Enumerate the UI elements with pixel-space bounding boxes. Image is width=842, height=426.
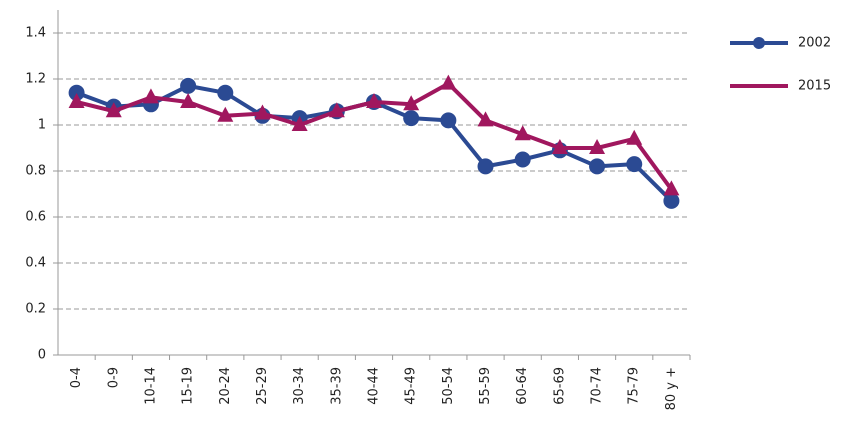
legend-label: 2002 [798,36,831,51]
data-point [551,139,568,154]
data-point [180,93,197,108]
x-tick-label: 55-59 [478,367,493,405]
y-tick-label: 1.2 [25,72,46,87]
data-point [663,180,680,196]
data-point [217,106,234,122]
data-point [440,74,457,90]
x-tick-label: 0-4 [69,367,84,388]
data-point [477,158,494,175]
data-point [589,139,606,154]
data-point [291,116,308,131]
data-point [440,112,457,129]
x-tick-label: 70-74 [590,367,605,405]
x-tick-label: 30-34 [292,367,307,405]
x-tick-label: 75-79 [627,367,642,405]
data-point [403,95,420,111]
data-point [663,192,680,209]
x-tick-label: 50-54 [441,367,456,405]
data-point [403,110,420,127]
x-tick-label: 65-69 [552,367,567,405]
y-tick-label: 0.4 [25,256,46,271]
x-tick-label: 80 y + [664,367,679,410]
x-tick-label: 35-39 [329,367,344,405]
data-point [366,93,382,108]
y-tick-label: 0 [38,348,46,363]
y-tick-label: 1 [38,118,46,133]
data-point [514,125,531,141]
data-point [254,104,271,120]
y-tick-label: 0.8 [25,164,46,179]
x-tick-label: 10-14 [143,367,158,405]
x-tick-label: 0-9 [106,367,121,388]
x-tick-label: 45-49 [404,367,419,405]
x-tick-label: 15-19 [181,367,196,405]
data-point [142,88,159,104]
data-point [477,111,494,127]
legend-marker [753,37,765,49]
x-tick-label: 25-29 [255,367,270,405]
y-tick-label: 1.4 [25,26,46,41]
y-tick-label: 0.6 [25,210,46,225]
data-point [68,93,85,108]
data-point [180,77,197,94]
data-point [626,129,643,145]
x-tick-label: 20-24 [218,367,233,405]
x-tick-label: 40-44 [367,367,382,405]
data-point [626,156,643,173]
data-point [217,84,234,101]
data-point [105,102,122,118]
x-tick-label: 60-64 [515,367,530,405]
legend-label: 2015 [798,79,831,94]
data-point [514,151,531,168]
data-point [328,102,345,118]
y-tick-label: 0.2 [25,302,46,317]
data-point [68,84,85,101]
data-point [589,158,606,175]
